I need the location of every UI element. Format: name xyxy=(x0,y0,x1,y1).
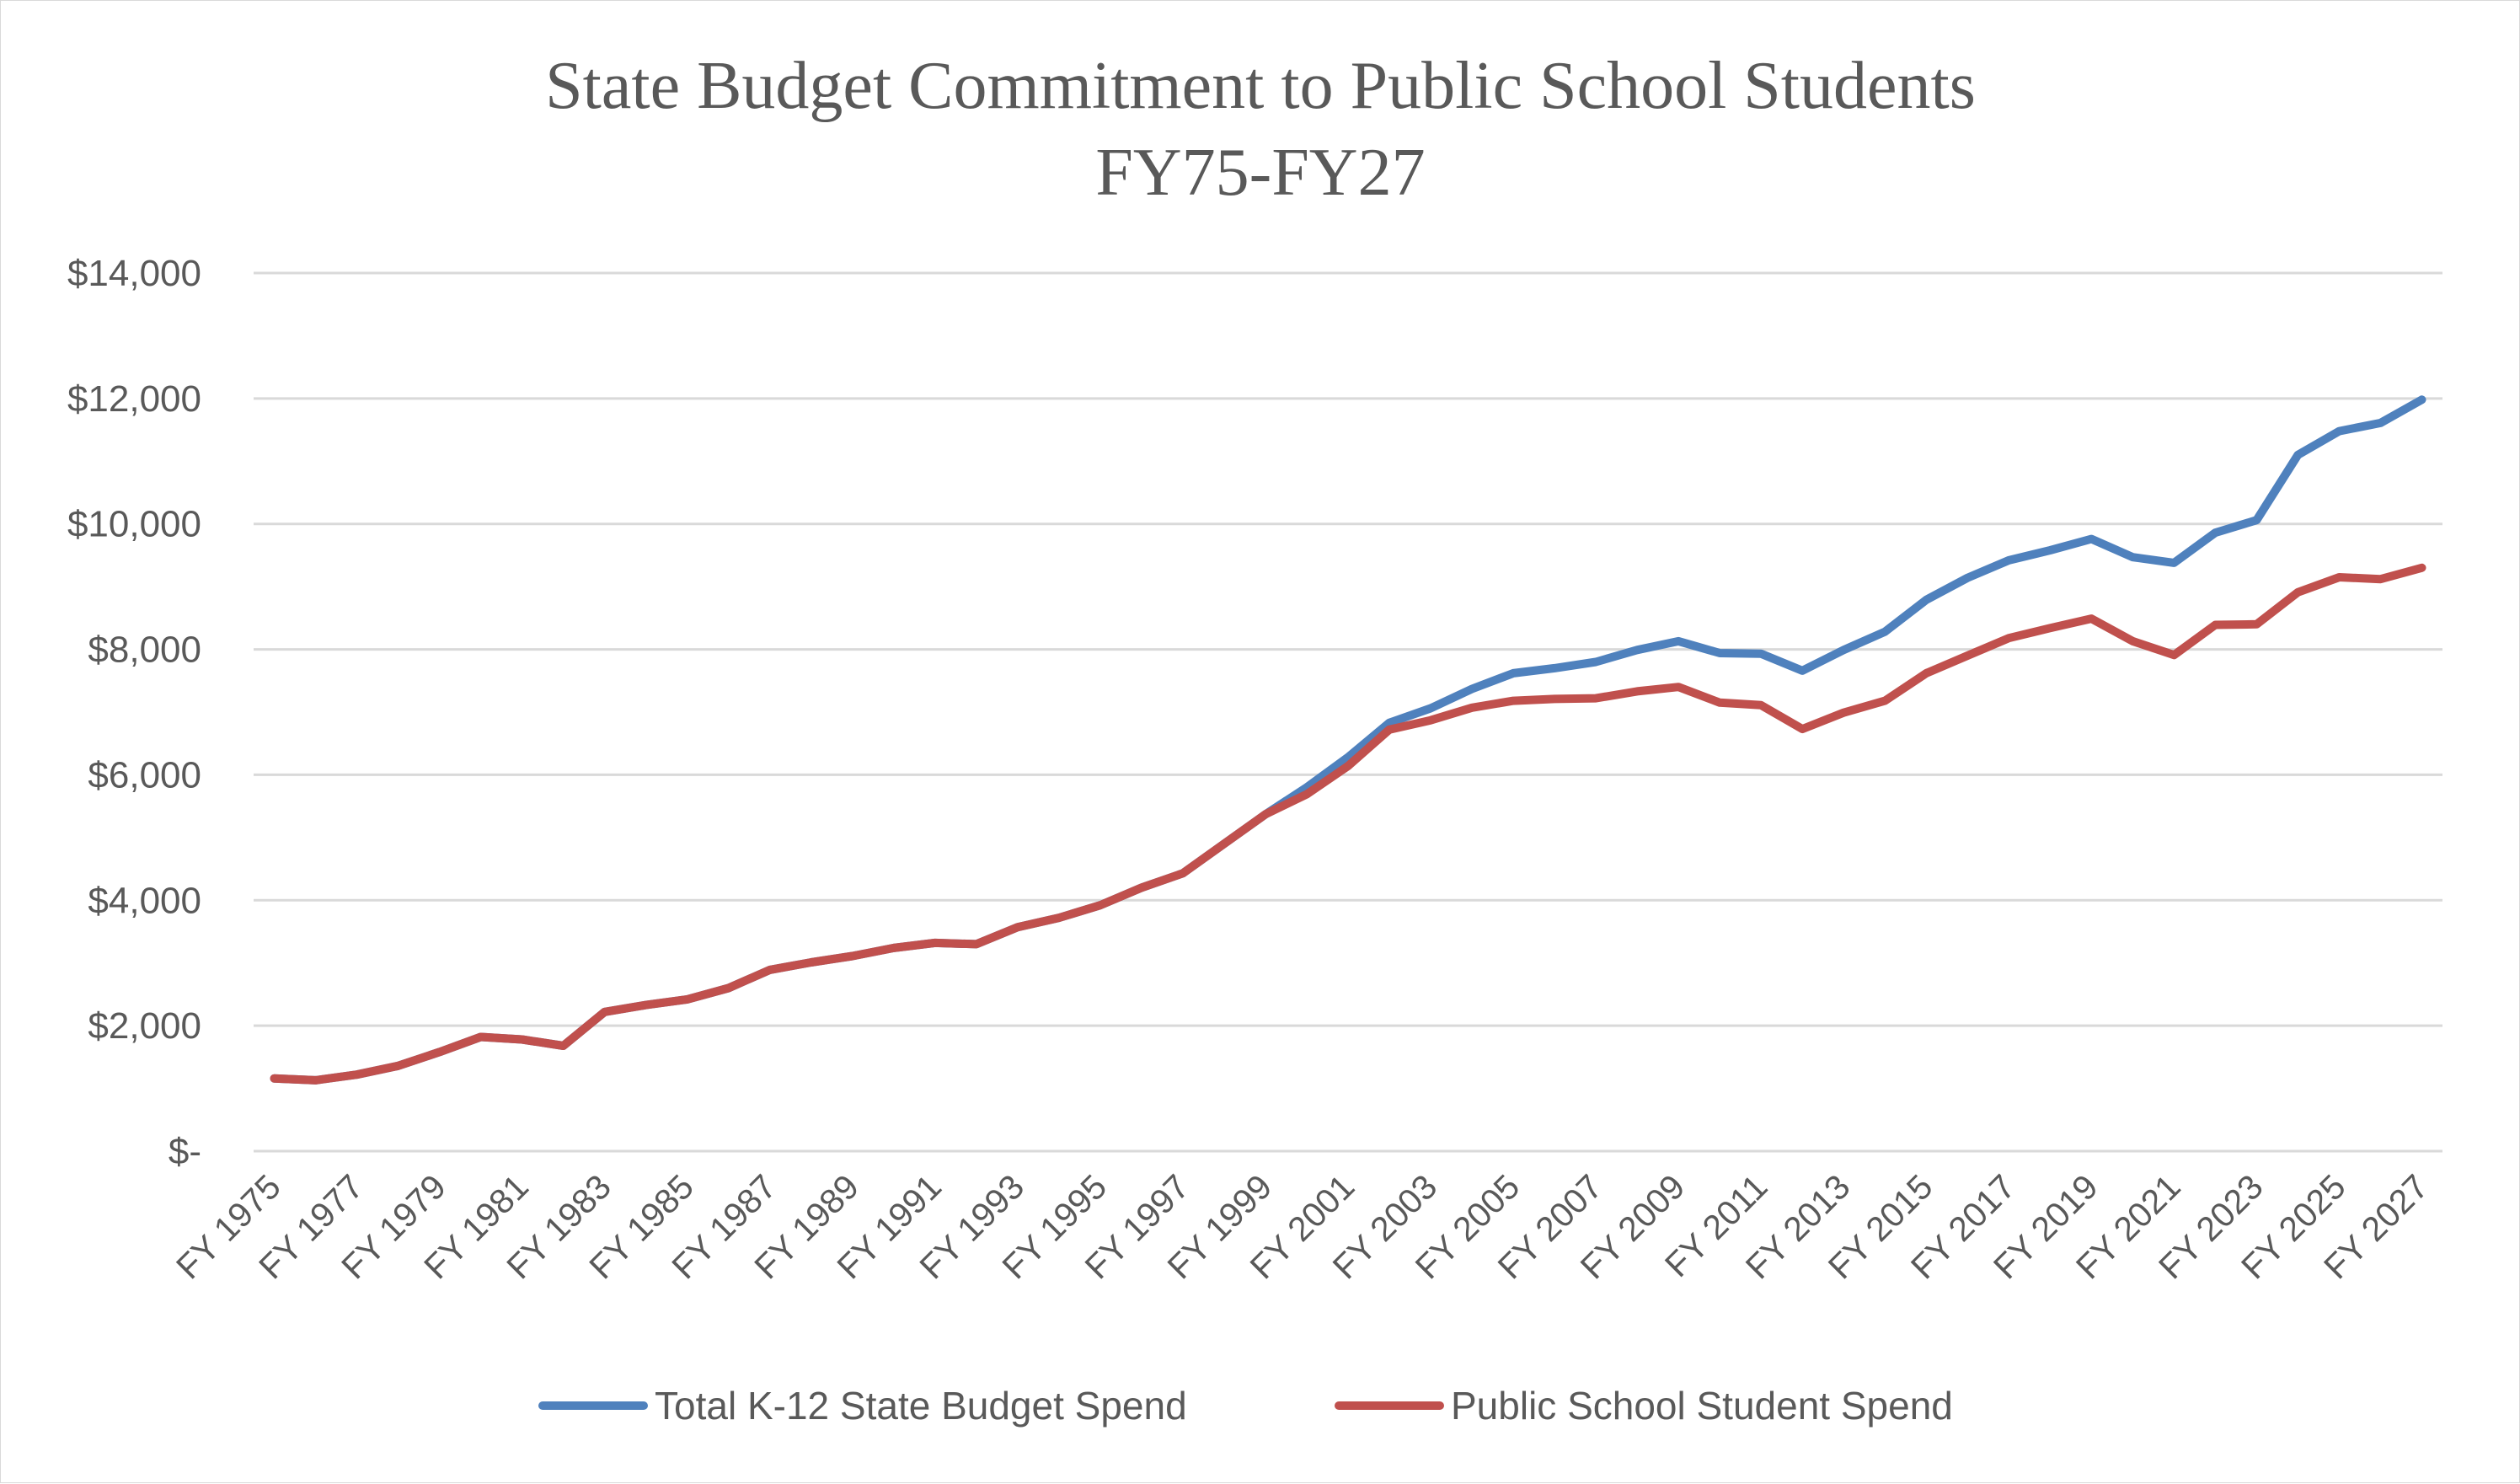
chart-title: State Budget Commitment to Public School… xyxy=(545,49,1976,123)
chart-subtitle: FY75-FY27 xyxy=(1095,136,1425,210)
legend-label-total-k12: Total K-12 State Budget Spend xyxy=(655,1384,1187,1428)
y-axis-tick-labels: $- $2,000 $4,000 $6,000 $8,000 $10,000 $12,000… xyxy=(67,253,201,1172)
series-line-total-k12 xyxy=(270,395,2426,1085)
y-tick-label: $8,000 xyxy=(88,629,201,671)
y-tick-label: $14,000 xyxy=(67,253,201,294)
gridlines xyxy=(254,271,2442,1153)
y-tick-label: $6,000 xyxy=(88,754,201,796)
y-tick-label: $4,000 xyxy=(88,880,201,921)
legend-label-student-spend: Public School Student Spend xyxy=(1451,1384,1953,1428)
series-line-student-spend xyxy=(270,563,2426,1085)
y-tick-label: $2,000 xyxy=(88,1005,201,1047)
y-tick-label: $- xyxy=(169,1131,201,1172)
legend: Total K-12 State Budget Spend Public Sch… xyxy=(538,1384,1953,1428)
series-lines xyxy=(270,395,2426,1085)
y-tick-label: $10,000 xyxy=(67,504,201,545)
y-tick-label: $12,000 xyxy=(67,378,201,420)
